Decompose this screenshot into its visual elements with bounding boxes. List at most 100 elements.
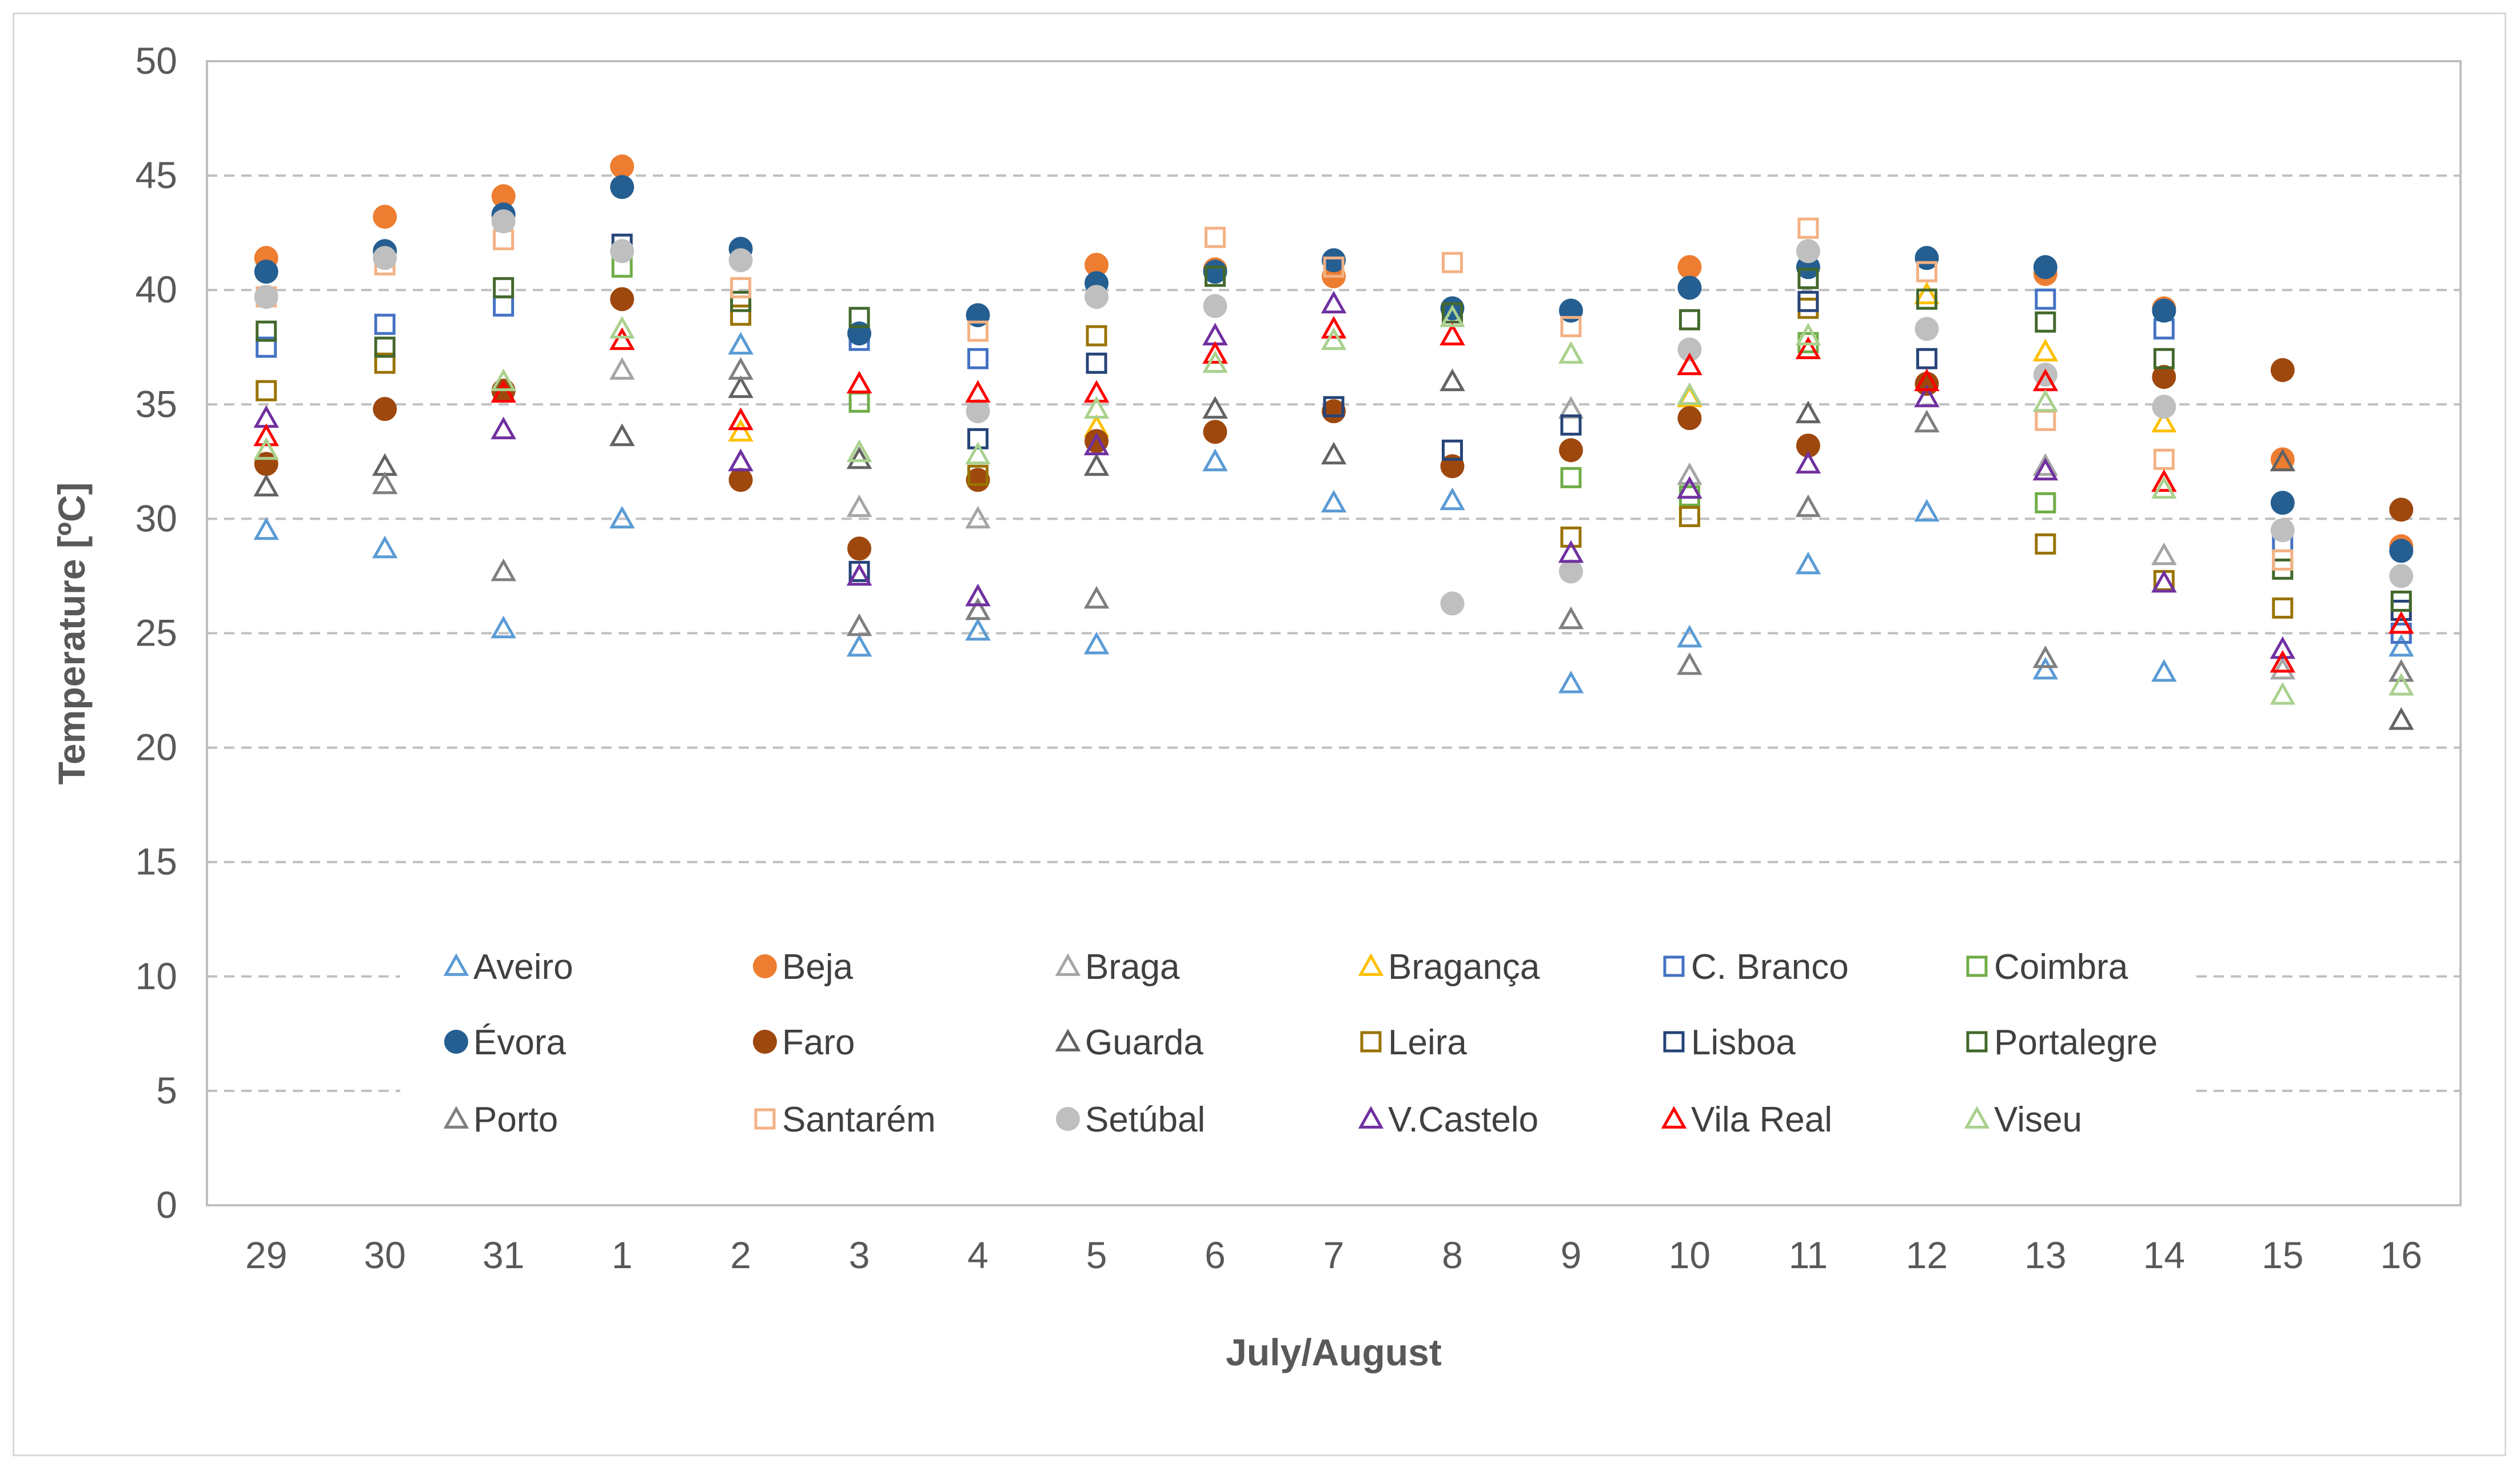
data-point — [1440, 368, 1465, 392]
data-point — [1084, 253, 1109, 277]
data-point — [1203, 294, 1227, 318]
data-point — [2388, 659, 2414, 682]
legend-label: Coimbra — [1994, 947, 2128, 987]
data-point — [609, 357, 635, 380]
data-point — [1677, 624, 1702, 648]
data-point — [609, 327, 635, 350]
data-point — [1795, 451, 1821, 474]
legend-marker — [444, 1030, 468, 1054]
data-point — [2270, 650, 2296, 673]
data-point — [846, 563, 872, 586]
data-point — [1202, 350, 1228, 373]
data-point — [965, 505, 991, 529]
data-point — [1797, 290, 1819, 312]
data-point — [2153, 348, 2175, 369]
data-point — [1205, 226, 1226, 248]
data-point — [609, 423, 635, 447]
data-point — [1083, 453, 1110, 476]
x-tick-label: 10 — [1669, 1234, 1710, 1276]
data-point — [1677, 652, 1702, 675]
data-point — [253, 423, 280, 447]
data-point — [2151, 542, 2177, 565]
y-tick-label: 45 — [135, 154, 177, 196]
data-point — [1677, 352, 1702, 376]
data-point — [372, 471, 398, 495]
data-point — [1558, 540, 1584, 563]
series-set-bal — [254, 209, 2414, 616]
data-point — [253, 473, 280, 497]
data-point — [1677, 382, 1702, 405]
series-portalegre — [256, 265, 2412, 612]
legend-marker — [443, 1106, 469, 1129]
legend-entry: Vila Real — [1661, 1100, 1832, 1140]
data-point — [967, 348, 989, 369]
data-point — [730, 277, 752, 298]
data-point — [965, 597, 991, 620]
legend-entry: Leira — [1360, 1023, 1467, 1062]
data-point — [2033, 255, 2058, 280]
legend-label: Guarda — [1085, 1023, 1203, 1062]
legend-marker — [753, 1030, 777, 1054]
data-point — [2270, 518, 2295, 543]
data-point — [373, 397, 397, 421]
data-point — [965, 380, 991, 403]
data-point — [967, 464, 989, 486]
data-point — [965, 618, 991, 641]
legend-entry: Coimbra — [1966, 947, 2128, 987]
data-point — [493, 295, 515, 317]
data-point — [2152, 365, 2176, 389]
data-point — [728, 332, 753, 355]
x-tick-label: 1 — [612, 1234, 633, 1276]
legend-label: Vila Real — [1691, 1100, 1832, 1140]
legend-background — [400, 918, 2190, 1161]
legend-entry: Santarém — [754, 1100, 936, 1140]
data-point — [1914, 384, 1940, 408]
y-tick-label: 30 — [135, 497, 177, 539]
legend-label: V.Castelo — [1388, 1100, 1538, 1140]
data-point — [2151, 409, 2177, 433]
data-point — [2033, 362, 2058, 387]
data-point — [1677, 476, 1702, 499]
legend-label: Setúbal — [1085, 1100, 1205, 1140]
x-tick-label: 12 — [1906, 1234, 1948, 1276]
data-point — [610, 154, 635, 179]
data-point — [846, 371, 872, 394]
x-tick-label: 11 — [1789, 1234, 1828, 1276]
data-point — [1321, 316, 1347, 339]
data-point — [728, 357, 753, 380]
x-axis-title: July/August — [1226, 1331, 1442, 1373]
data-point — [1677, 462, 1702, 485]
legend-label: Lisboa — [1691, 1023, 1796, 1062]
data-point — [2270, 491, 2295, 515]
data-point — [1086, 325, 1107, 346]
data-point — [1560, 414, 1582, 436]
data-point — [253, 437, 280, 460]
data-point — [846, 446, 872, 469]
data-point — [846, 439, 872, 463]
data-point — [2388, 634, 2414, 657]
legend-marker — [1056, 1107, 1080, 1131]
x-tick-label: 4 — [967, 1234, 988, 1276]
data-point — [1677, 337, 1702, 362]
data-point — [1322, 248, 1346, 273]
data-point — [610, 175, 635, 200]
legend-marker — [1360, 1031, 1382, 1053]
data-point — [2389, 497, 2414, 522]
series-beja — [254, 154, 2414, 559]
legend-entry: Guarda — [1055, 1023, 1203, 1062]
data-point — [1083, 432, 1110, 456]
data-point — [1795, 322, 1821, 346]
x-tick-label: 13 — [2024, 1234, 2066, 1276]
data-point — [848, 560, 870, 582]
data-point — [1084, 285, 1109, 309]
y-tick-label: 10 — [135, 955, 177, 997]
data-point — [1797, 217, 1819, 239]
data-point — [1321, 441, 1347, 465]
data-point — [2151, 569, 2177, 593]
legend-label: Braga — [1085, 947, 1180, 987]
data-point — [1323, 396, 1345, 417]
data-point — [491, 368, 516, 392]
legend-marker — [1661, 1106, 1687, 1129]
data-point — [1083, 396, 1110, 419]
data-point — [1321, 489, 1347, 513]
